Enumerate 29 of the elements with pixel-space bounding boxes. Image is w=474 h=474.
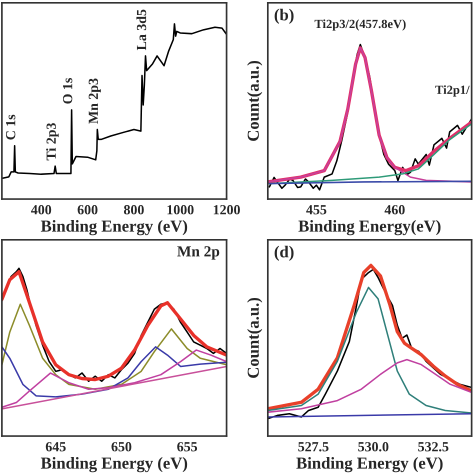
x-axis-title: Binding Energy (eV) xyxy=(296,457,443,472)
annotation: Ti 2p3 xyxy=(46,123,59,160)
x-tick-label: 532.5 xyxy=(418,442,448,452)
x-axis-title: Binding Energy(eV) xyxy=(298,220,441,236)
x-tick-label: 1200 xyxy=(214,205,240,214)
chart-title: (b) xyxy=(274,8,294,24)
annotation: Ti2p3/2(457.8eV) xyxy=(314,19,406,31)
y-axis-title: Count(a.u.) xyxy=(247,298,262,378)
annotation: C 1s xyxy=(6,114,16,140)
x-axis-title: Binding Energy (eV) xyxy=(40,457,188,472)
x-tick-label: 800 xyxy=(124,205,144,214)
x-tick-label: 530.0 xyxy=(358,442,388,452)
x-tick-label: 600 xyxy=(78,205,98,214)
x-tick-label: 1000 xyxy=(167,205,194,214)
x-tick-label: 655 xyxy=(177,442,198,452)
annotation: Mn 2p3 xyxy=(88,78,101,124)
y-axis-title: Count(a.u.) xyxy=(247,60,262,141)
x-tick-label: 527.5 xyxy=(298,442,328,452)
x-tick-label: 400 xyxy=(31,205,52,214)
x-tick-label: 455 xyxy=(306,205,326,214)
x-tick-label: 650 xyxy=(112,442,132,452)
x-axis-title: Binding Energy (eV) xyxy=(40,220,188,236)
chart-title: (d) xyxy=(274,246,294,261)
annotation: La 3d5 xyxy=(136,10,146,50)
x-tick-label: 645 xyxy=(46,442,66,452)
annotation: Ti2p1/ xyxy=(435,85,470,97)
x-tick-label: 460 xyxy=(384,205,405,214)
text: Mn 2p xyxy=(177,246,220,260)
annotation: O 1s xyxy=(62,78,72,104)
